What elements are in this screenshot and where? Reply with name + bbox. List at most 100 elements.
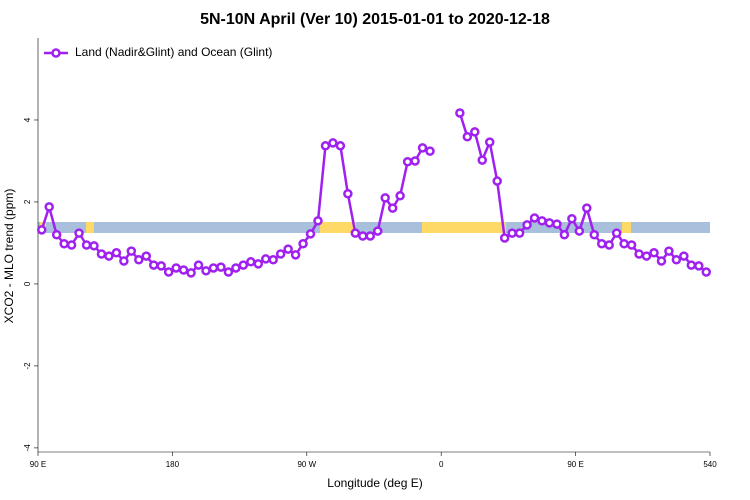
data-point (417, 143, 428, 153)
data-point (492, 176, 502, 186)
x-tick-label: 90 E (30, 460, 46, 469)
data-point (522, 220, 532, 230)
data-point (313, 216, 323, 226)
data-point (253, 259, 264, 269)
data-point (44, 202, 54, 212)
x-tick-label: 180 (166, 460, 180, 469)
data-point (320, 141, 331, 151)
data-point (567, 214, 577, 224)
data-point (679, 251, 689, 261)
y-axis-label: XCO2 - MLO trend (ppm) (2, 189, 16, 324)
data-point (201, 266, 211, 276)
x-tick-label: 0 (439, 460, 444, 469)
data-point (477, 155, 488, 165)
data-point (619, 239, 629, 249)
data-point (74, 228, 84, 238)
data-point (238, 260, 249, 270)
data-point (81, 240, 92, 250)
data-point (208, 263, 219, 273)
data-point (582, 203, 592, 213)
data-point (694, 261, 704, 271)
data-point (275, 249, 286, 259)
data-point (59, 239, 69, 249)
land-band (622, 222, 631, 233)
data-point (641, 251, 652, 261)
data-point (507, 228, 517, 238)
y-tick-label: -2 (23, 362, 32, 370)
data-point (649, 248, 659, 258)
land-band (422, 222, 506, 233)
data-point (499, 233, 510, 243)
data-point (66, 240, 77, 250)
data-point (298, 239, 308, 249)
data-point (410, 156, 420, 166)
x-tick-label: 540 (703, 460, 717, 469)
data-point (104, 251, 114, 261)
data-point (484, 137, 495, 147)
data-point (260, 254, 271, 264)
data-point (544, 218, 555, 228)
data-point (111, 248, 122, 258)
data-point (126, 246, 137, 256)
data-point (223, 267, 234, 277)
y-tick-label: 0 (23, 281, 32, 286)
data-point (96, 249, 107, 259)
data-point (231, 263, 241, 273)
data-point (671, 255, 682, 265)
data-point (171, 263, 181, 273)
x-axis-label: Longitude (deg E) (327, 476, 422, 490)
data-point (596, 239, 607, 249)
data-point (283, 244, 293, 254)
data-point (589, 230, 600, 240)
data-point (163, 267, 174, 277)
data-point (611, 228, 622, 238)
data-point (664, 246, 674, 256)
data-point (350, 228, 361, 238)
data-point (537, 216, 547, 226)
data-point (634, 249, 644, 259)
data-point (36, 225, 47, 235)
data-point (701, 267, 712, 277)
data-point (148, 260, 159, 270)
data-point (134, 255, 144, 265)
data-point (552, 219, 562, 229)
legend-marker (51, 48, 61, 58)
x-tick-label: 90 E (567, 460, 583, 469)
data-point (268, 255, 278, 265)
data-point (425, 146, 435, 156)
data-point (365, 231, 376, 241)
ocean-band (38, 222, 710, 233)
data-point (559, 230, 570, 240)
data-point (305, 229, 316, 239)
data-point (328, 138, 338, 148)
data-point (656, 256, 667, 266)
data-point (455, 108, 465, 118)
data-point (141, 251, 152, 261)
data-point (89, 241, 99, 251)
data-point (387, 203, 398, 213)
data-point (216, 262, 226, 272)
land-band (86, 222, 94, 233)
y-tick-label: -4 (23, 444, 32, 452)
chart-title: 5N-10N April (Ver 10) 2015-01-01 to 2020… (200, 11, 550, 28)
data-point (358, 231, 368, 241)
data-point (626, 240, 637, 250)
data-point (178, 265, 189, 275)
data-point (51, 230, 62, 240)
data-point (335, 141, 346, 151)
data-point (395, 191, 405, 201)
land-band (320, 222, 356, 233)
data-point (193, 260, 204, 270)
y-tick-label: 4 (23, 117, 32, 122)
data-point (186, 268, 196, 278)
x-tick-label: 90 W (297, 460, 316, 469)
data-point (343, 189, 353, 199)
data-point (514, 228, 525, 238)
legend-label: Land (Nadir&Glint) and Ocean (Glint) (75, 45, 272, 59)
data-point (574, 226, 585, 236)
data-point (290, 250, 301, 260)
data-point (470, 127, 480, 137)
data-point (402, 157, 413, 167)
data-point (372, 226, 383, 236)
